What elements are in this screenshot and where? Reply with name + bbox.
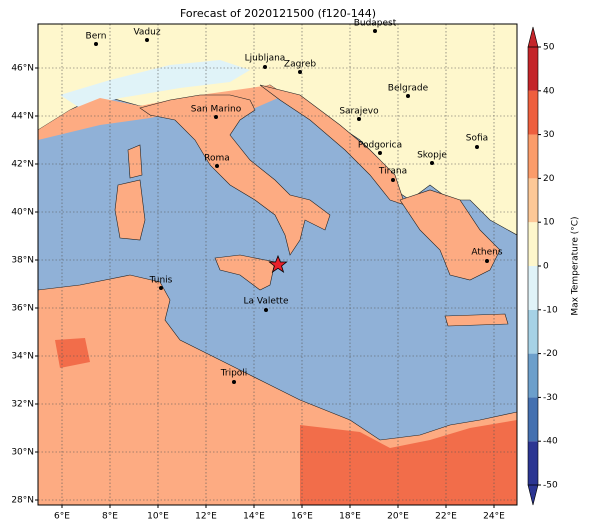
x-tick-label: 14°E — [243, 512, 265, 522]
city-label: La Valette — [244, 297, 289, 307]
city-dot — [430, 161, 434, 165]
africa-hot — [300, 420, 517, 505]
map-title: Forecast of 2020121500 (f120-144) — [180, 7, 376, 20]
colorbar-tick-label: 10 — [543, 218, 555, 228]
crete — [444, 313, 509, 327]
x-tick-label: 12°E — [195, 512, 217, 522]
city-label: Ljubljana — [245, 54, 286, 64]
colorbar-tick-label: -50 — [543, 481, 558, 491]
colorbar-segment — [528, 397, 538, 442]
colorbar-tick-label: -30 — [543, 393, 558, 403]
city-label: Vaduz — [133, 28, 160, 38]
city-label: Tunis — [149, 276, 173, 286]
italy — [139, 94, 331, 256]
city-dot — [406, 94, 410, 98]
corsica — [127, 144, 143, 179]
balkan-coast — [259, 84, 406, 206]
city-dot — [378, 151, 382, 155]
city-dot — [232, 380, 236, 384]
colorbar-tick-label: -20 — [543, 349, 558, 359]
x-tick-label: 22°E — [435, 512, 457, 522]
city-label: Sarajevo — [339, 107, 379, 117]
colorbar-segment — [528, 47, 538, 91]
city-dot — [264, 308, 268, 312]
colorbar-label: Max Temperature (°C) — [571, 216, 581, 315]
city-dot — [94, 42, 98, 46]
x-tick-label: 6°E — [54, 512, 70, 522]
city-dot — [214, 115, 218, 119]
colorbar-extension — [527, 484, 539, 506]
y-tick-label: 42°N — [11, 160, 34, 170]
colorbar-segment — [528, 222, 538, 266]
city-label: Tripoli — [220, 369, 248, 379]
colorbar-tick-label: 40 — [543, 86, 555, 96]
graticule — [38, 24, 517, 505]
x-tick-label: 20°E — [387, 512, 409, 522]
city-label: Podgorica — [358, 141, 402, 151]
city-dot — [475, 145, 479, 149]
city-label: Sofia — [466, 134, 488, 144]
colorbar-tick-label: 30 — [543, 130, 555, 140]
sicily — [214, 254, 276, 291]
colorbar-segment — [528, 353, 538, 398]
city-label: Zagreb — [284, 60, 316, 70]
x-tick-label: 16°E — [291, 512, 313, 522]
colorbar-tick-label: 50 — [543, 43, 555, 53]
city-label: Budapest — [354, 19, 397, 29]
city-dot — [357, 117, 361, 121]
sardinia — [114, 179, 146, 241]
city-dot — [391, 178, 395, 182]
map-area — [38, 24, 517, 505]
colorbar-segment — [528, 309, 538, 354]
city-label: Bern — [86, 32, 107, 42]
city-label: Skopje — [417, 151, 447, 161]
colorbar-tick-label: -10 — [543, 305, 558, 315]
colorbar-extension — [527, 26, 539, 48]
x-tick-label: 8°E — [102, 512, 118, 522]
y-tick-label: 34°N — [11, 352, 34, 362]
city-dot — [215, 164, 219, 168]
y-tick-label: 46°N — [11, 64, 34, 74]
city-label: Belgrade — [388, 84, 429, 94]
y-tick-label: 28°N — [11, 496, 34, 506]
city-label: San Marino — [191, 105, 242, 115]
y-tick-label: 36°N — [11, 304, 34, 314]
greece — [399, 189, 501, 281]
city-dot — [263, 65, 267, 69]
x-tick-label: 18°E — [339, 512, 361, 522]
alps-cold — [60, 60, 250, 108]
map-frame — [37, 23, 518, 506]
y-tick-label: 38°N — [11, 256, 34, 266]
axis-ticks: 6°E 8°E 10°E 12°E 14°E 16°E 18°E 20°E 22°E 24°E 28… — [11, 64, 505, 522]
city-label: Roma — [204, 154, 230, 164]
y-tick-label: 32°N — [11, 400, 34, 410]
city-dot — [159, 286, 163, 290]
star-marker — [268, 254, 288, 273]
x-tick-label: 24°E — [483, 512, 505, 522]
colorbar-segment — [528, 266, 538, 310]
colorbar: -50 -40 -30 -20 -10 0 10 20 30 40 50 — [527, 26, 558, 506]
cities: Bern Vaduz Budapest Ljubljana Zagreb Bel… — [86, 19, 503, 384]
africa-hot-west — [55, 338, 90, 368]
y-tick-label: 40°N — [11, 208, 34, 218]
y-tick-label: 44°N — [11, 112, 34, 122]
x-tick-label: 10°E — [147, 512, 169, 522]
colorbar-segment — [528, 178, 538, 223]
city-label: Tirana — [378, 167, 407, 177]
city-label: Athens — [471, 248, 502, 258]
colorbar-segment — [528, 134, 538, 179]
city-dot — [298, 70, 302, 74]
colorbar-tick-label: 20 — [543, 174, 555, 184]
colorbar-tick-label: 0 — [543, 262, 549, 272]
city-dot — [373, 29, 377, 33]
colorbar-segment — [528, 441, 538, 485]
colorbar-tick-label: -40 — [543, 437, 558, 447]
city-dot — [145, 38, 149, 42]
colorbar-segment — [528, 90, 538, 135]
y-tick-label: 30°N — [11, 448, 34, 458]
city-dot — [485, 259, 489, 263]
